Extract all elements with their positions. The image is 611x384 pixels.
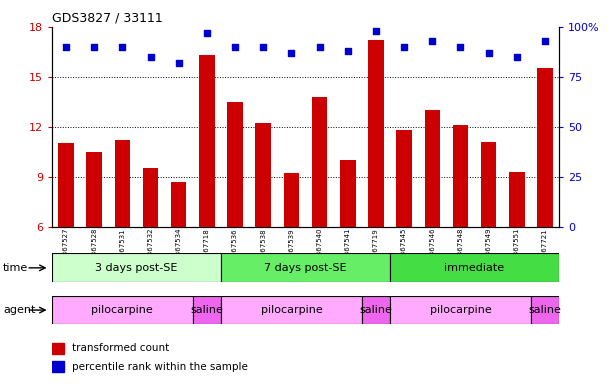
Bar: [368, 40, 384, 227]
Text: transformed count: transformed count: [72, 343, 169, 353]
Bar: [312, 97, 327, 227]
Bar: [390, 296, 531, 324]
Text: saline: saline: [191, 305, 224, 315]
Point: [230, 44, 240, 50]
Bar: [255, 123, 271, 227]
Point: [202, 30, 212, 36]
Bar: [52, 253, 221, 282]
Bar: [481, 142, 496, 227]
Bar: [509, 172, 525, 227]
Point: [61, 44, 71, 50]
Text: immediate: immediate: [444, 263, 505, 273]
Bar: [397, 130, 412, 227]
Text: 7 days post-SE: 7 days post-SE: [264, 263, 347, 273]
Bar: [171, 182, 186, 227]
Bar: [199, 55, 214, 227]
Bar: [193, 296, 221, 324]
Point: [89, 44, 99, 50]
Bar: [227, 102, 243, 227]
Bar: [537, 68, 553, 227]
Text: saline: saline: [529, 305, 562, 315]
Bar: [58, 143, 74, 227]
Point: [399, 44, 409, 50]
Point: [287, 50, 296, 56]
Bar: [52, 343, 64, 354]
Bar: [52, 361, 64, 372]
Bar: [115, 140, 130, 227]
Text: pilocarpine: pilocarpine: [260, 305, 322, 315]
Bar: [453, 125, 468, 227]
Text: agent: agent: [3, 305, 35, 315]
Text: pilocarpine: pilocarpine: [92, 305, 153, 315]
Bar: [390, 253, 559, 282]
Bar: [221, 253, 390, 282]
Point: [456, 44, 466, 50]
Text: pilocarpine: pilocarpine: [430, 305, 491, 315]
Point: [343, 48, 353, 54]
Bar: [284, 173, 299, 227]
Point: [315, 44, 324, 50]
Bar: [531, 296, 559, 324]
Text: 3 days post-SE: 3 days post-SE: [95, 263, 178, 273]
Bar: [143, 168, 158, 227]
Point: [117, 44, 127, 50]
Text: GDS3827 / 33111: GDS3827 / 33111: [52, 12, 163, 25]
Point: [174, 60, 184, 66]
Bar: [52, 296, 193, 324]
Text: saline: saline: [359, 305, 392, 315]
Text: percentile rank within the sample: percentile rank within the sample: [72, 362, 247, 372]
Point: [258, 44, 268, 50]
Point: [371, 28, 381, 34]
Bar: [221, 296, 362, 324]
Bar: [425, 110, 440, 227]
Point: [484, 50, 494, 56]
Bar: [362, 296, 390, 324]
Point: [540, 38, 550, 44]
Bar: [340, 160, 356, 227]
Point: [428, 38, 437, 44]
Text: time: time: [3, 263, 28, 273]
Point: [145, 54, 155, 60]
Bar: [86, 152, 102, 227]
Point: [512, 54, 522, 60]
